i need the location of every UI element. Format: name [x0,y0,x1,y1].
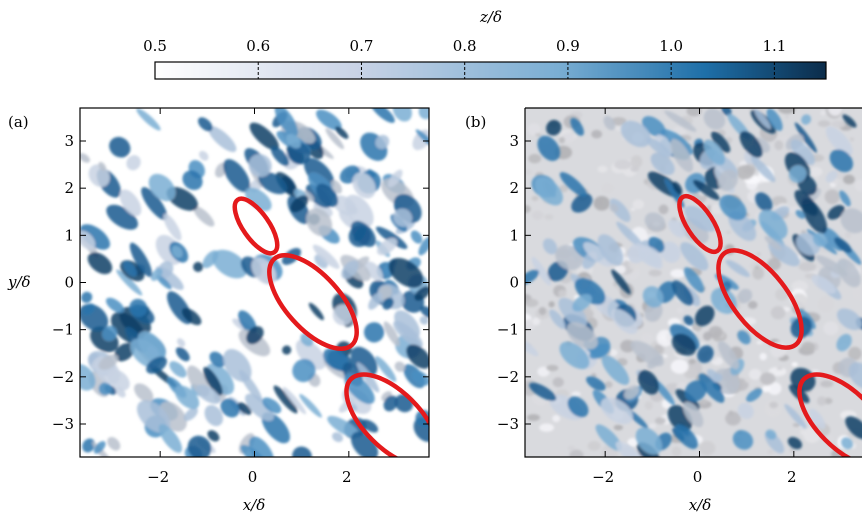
colorbar-tick-label: 0.7 [350,37,374,55]
y-tick-label: 0 [509,274,519,292]
y-tick-label: 2 [64,179,74,197]
highlight-ellipse-corner [344,372,429,457]
y-tick-label: −2 [497,368,519,386]
colorbar-tick-label: 1.0 [659,37,683,55]
x-tick-label: −2 [592,468,614,486]
x-tick-label: 0 [248,468,258,486]
highlight-ellipse-small [232,196,280,256]
y-tick-label: −1 [497,321,519,339]
y-tick-label: −3 [497,415,519,433]
colorbar-label: z/δ [479,8,502,26]
x-tick-label: 2 [342,468,352,486]
panel-b-xlabel: x/δ [689,496,712,514]
colorbar-tick-label: 0.8 [453,37,477,55]
y-tick-label: −2 [52,368,74,386]
colorbar: z/δ 0.5 0.6 0.7 0.8 0.9 1.0 1.1 [143,8,827,80]
colorbar-tick-marks [257,62,775,79]
panel-a-highlights [232,196,429,457]
colorbar-tick-labels: 0.5 0.6 0.7 0.8 0.9 1.0 1.1 [143,37,786,55]
y-tick-label: −3 [52,415,74,433]
colorbar-tick-label: 0.9 [556,37,580,55]
panel-b-frame [524,107,862,458]
y-tick-label: 3 [64,132,74,150]
panel-a: (a) −2 0 2 3 2 1 0 −1 −2 −3 y/δ x/δ [7,107,430,514]
panel-a-ylabel: y/δ [7,273,31,291]
panel-a-label: (a) [8,113,29,131]
highlight-ellipse-middle [716,248,804,350]
highlight-ellipse-small [677,193,723,255]
colorbar-tick-label: 1.1 [762,37,786,55]
highlight-ellipse-corner [797,372,862,457]
y-tick-label: 2 [509,179,519,197]
panel-b-surface [525,108,862,457]
x-tick-label: 2 [787,468,797,486]
panel-a-surface [80,108,429,457]
panel-b: (b) −2 0 2 3 2 1 0 −1 −2 −3 x/δ [465,107,862,514]
colorbar-tick-label: 0.6 [246,37,270,55]
highlight-ellipse-middle [267,253,359,351]
panel-a-xlabel: x/δ [243,496,266,514]
y-tick-label: 3 [509,132,519,150]
y-tick-label: 1 [64,226,74,244]
colorbar-gradient [154,61,827,80]
y-tick-label: −1 [52,321,74,339]
y-tick-label: 0 [64,274,74,292]
x-tick-label: 0 [693,468,703,486]
x-tick-label: −2 [147,468,169,486]
panel-b-ticks: −2 0 2 3 2 1 0 −1 −2 −3 [497,108,797,486]
colorbar-tick-label: 0.5 [143,37,167,55]
panel-b-label: (b) [465,113,486,131]
y-tick-label: 1 [509,226,519,244]
panel-a-ticks: −2 0 2 3 2 1 0 −1 −2 −3 [52,108,429,486]
panel-b-highlights [677,193,862,457]
